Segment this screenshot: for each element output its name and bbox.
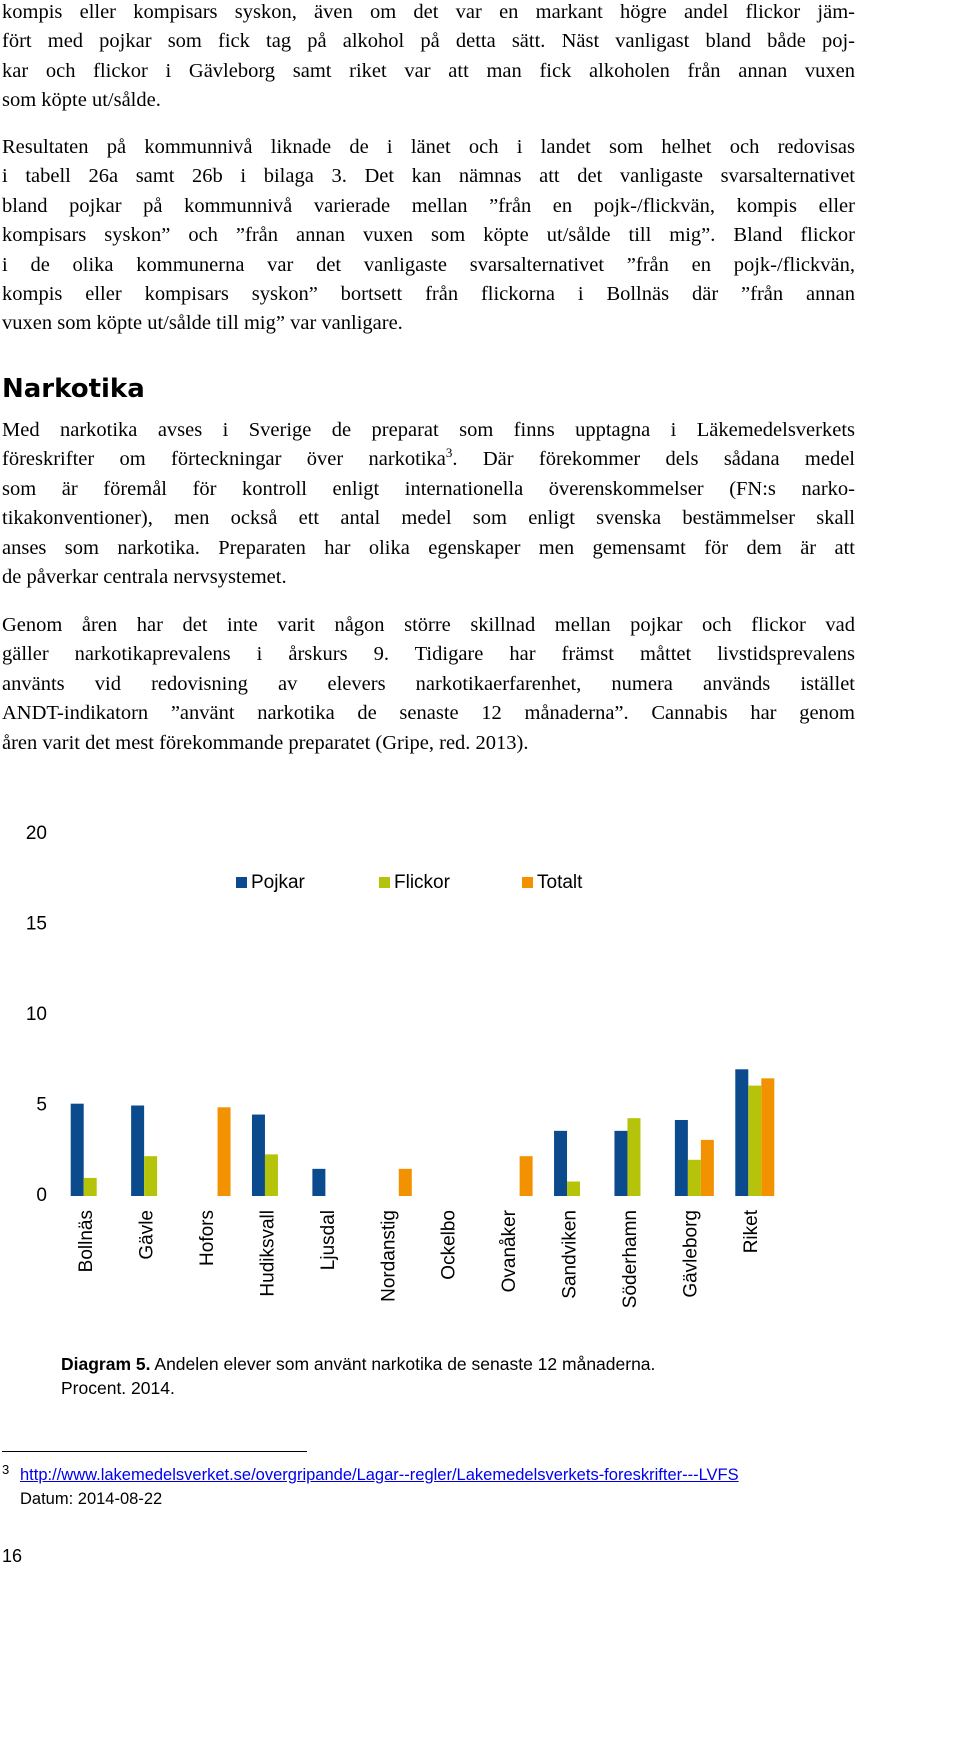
x-tick-label: Söderhamn — [620, 1210, 641, 1308]
text: föreskrifter om förteckningar över narko… — [2, 448, 446, 471]
x-tick-label: Ljusdal — [318, 1210, 339, 1270]
bar — [131, 1105, 145, 1196]
text-line: vuxen som köpte ut/sålde till mig” var v… — [2, 312, 403, 335]
x-tick-label: Gävleborg — [680, 1210, 701, 1298]
legend-label: Totalt — [537, 872, 583, 893]
y-tick-label: 5 — [36, 1095, 47, 1116]
x-tick-label: Riket — [741, 1209, 762, 1253]
y-tick-label: 0 — [36, 1185, 47, 1206]
bar — [761, 1078, 775, 1196]
text-line: som är föremål för kontroll enligt inter… — [2, 477, 855, 500]
x-tick-label: Hofors — [197, 1210, 218, 1266]
text-line: föreskrifter om förteckningar över narko… — [2, 447, 855, 471]
y-tick-label: 20 — [26, 823, 47, 844]
footnote-date: Datum: 2014-08-22 — [20, 1490, 163, 1508]
bar — [264, 1154, 278, 1196]
x-tick-label: Nordanstig — [378, 1210, 399, 1302]
x-tick-label: Ockelbo — [439, 1210, 460, 1280]
bar — [554, 1130, 568, 1196]
bar — [687, 1159, 701, 1196]
bar — [251, 1114, 265, 1196]
text-line: kompis eller kompisars syskon, även om d… — [2, 1, 855, 23]
chart: 0 5 10 15 20 Pojkar Flickor Totalt Bollnäs Gävle H… — [26, 823, 775, 1308]
legend-label: Flickor — [394, 872, 451, 893]
text-line: de påverkar centrala nervsystemet. — [2, 566, 287, 588]
legend-swatch — [236, 877, 247, 888]
legend-swatch — [379, 877, 390, 888]
bar — [70, 1103, 84, 1196]
bar — [614, 1130, 628, 1196]
bar — [674, 1119, 688, 1196]
footnote-link[interactable]: http://www.lakemedelsverket.se/overgripa… — [20, 1466, 739, 1484]
text-line: kompis eller kompisars syskon” bortsett … — [2, 283, 855, 305]
text-line: anses som narkotika. Preparaten har olik… — [2, 536, 855, 559]
text-line: åren varit det mest förekommande prepara… — [2, 731, 529, 754]
text-line: i tabell 26a samt 26b i bilaga 3. Det ka… — [2, 165, 855, 188]
bar — [83, 1177, 97, 1196]
caption-label: Diagram 5. — [61, 1354, 151, 1374]
caption-line: Procent. 2014. — [61, 1378, 175, 1398]
caption-text: Andelen elever som använt narkotika de s… — [154, 1354, 656, 1374]
bar — [735, 1069, 749, 1196]
x-tick-label: Hudiksvall — [257, 1210, 278, 1297]
footnote-ref: 3 — [445, 445, 453, 461]
caption: Diagram 5. Andelen elever som använt nar… — [61, 1352, 655, 1400]
text-line: tikakonventioner), men också ett antal m… — [2, 507, 855, 530]
bar — [217, 1107, 231, 1196]
section-heading: Narkotika — [2, 374, 145, 404]
bar — [312, 1168, 326, 1196]
y-tick-label: 15 — [26, 914, 47, 935]
bar — [627, 1118, 641, 1196]
x-tick-label: Sandviken — [560, 1210, 581, 1299]
x-tick-label: Ovanåker — [499, 1209, 520, 1292]
text-line: i de olika kommunerna var det vanligaste… — [2, 253, 855, 276]
text-line: kompisars syskon” och ”från annan vuxen … — [2, 224, 855, 247]
text-line: Resultaten på kommunnivå liknade de i lä… — [2, 136, 855, 158]
text-line: som köpte ut/sålde. — [2, 89, 161, 112]
caption-line: Diagram 5. Andelen elever som använt nar… — [61, 1352, 655, 1376]
bar — [567, 1181, 581, 1196]
legend-label: Pojkar — [251, 872, 306, 893]
bar — [748, 1085, 762, 1196]
footnote-rule — [2, 1451, 307, 1452]
bar — [144, 1156, 158, 1196]
text-line: gäller narkotikaprevalens i årskurs 9. T… — [2, 643, 855, 666]
x-tick-label: Bollnäs — [76, 1210, 97, 1272]
footnote-number: 3 — [2, 1462, 10, 1477]
y-tick-label: 10 — [26, 1004, 47, 1025]
text-line: kar och flickor i Gävleborg samt riket v… — [2, 59, 855, 82]
text: . Där förekommer dels sådana medel — [452, 448, 855, 471]
text-line: bland pojkar på kommunnivå varierade mel… — [2, 194, 855, 217]
bar — [398, 1168, 412, 1196]
text-line: ANDT-indikatorn ”använt narkotika de sen… — [2, 702, 855, 725]
bar — [700, 1139, 714, 1196]
x-tick-label: Gävle — [137, 1210, 158, 1260]
text-line: använts vid redovisning av elevers narko… — [2, 672, 855, 695]
page-number: 16 — [2, 1546, 23, 1566]
text-line: fört med pojkar som fick tag på alkohol … — [2, 30, 855, 53]
legend-swatch — [522, 877, 533, 888]
bar — [519, 1156, 533, 1196]
text-line: Genom åren har det inte varit någon stör… — [2, 614, 855, 636]
text-line: Med narkotika avses i Sverige de prepara… — [2, 419, 855, 441]
